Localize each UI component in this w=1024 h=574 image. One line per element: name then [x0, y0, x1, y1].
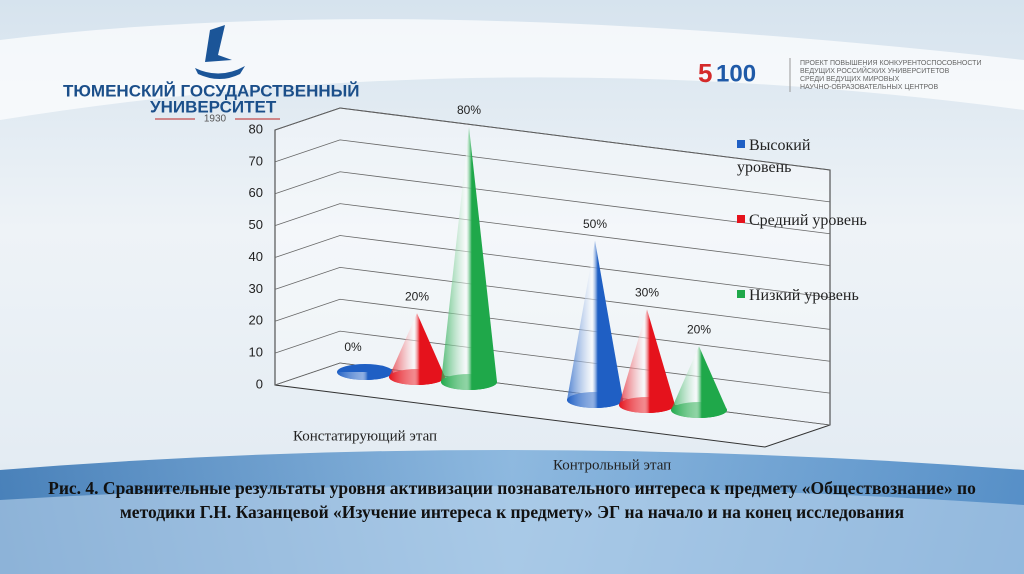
chart: 0 10 20 30 40 50 60 70 80 0% 20% 80% Констатирующий … [249, 103, 831, 473]
legend-label: Высокий уровень [737, 137, 811, 176]
logo-5: 5 [698, 58, 712, 88]
cone [671, 346, 727, 418]
logo-boat [195, 66, 245, 79]
cone [389, 313, 445, 385]
data-label: 20% [687, 322, 711, 336]
y-tick-label: 60 [249, 185, 263, 200]
year: 1930 [204, 114, 227, 125]
project-text: СРЕДИ ВЕДУЩИХ МИРОВЫХ [800, 76, 900, 83]
logo-5100: 5 100 ПРОЕКТ ПОВЫШЕНИЯ КОНКУРЕНТОСПОСОБН… [698, 58, 981, 92]
legend-item: Низкий уровень [737, 285, 867, 307]
logo-100: 100 [716, 60, 756, 87]
project-text: НАУЧНО-ОБРАЗОВАТЕЛЬНЫХ ЦЕНТРОВ [800, 84, 938, 91]
y-tick-label: 10 [249, 345, 263, 360]
legend-item: Средний уровень [737, 210, 867, 232]
caption: Рис. 4. Сравнительные результаты уровня … [48, 478, 976, 522]
cone [441, 127, 497, 390]
y-tick-label: 40 [249, 249, 263, 264]
y-tick-label: 80 [249, 121, 263, 136]
y-tick-label: 0 [256, 376, 263, 391]
x-tick-label: Контрольный этап [553, 457, 671, 473]
legend-swatch [737, 140, 745, 148]
project-text: ПРОЕКТ ПОВЫШЕНИЯ КОНКУРЕНТОСПОСОБНОСТИ [800, 60, 981, 67]
data-label: 20% [405, 289, 429, 303]
grid-line [274, 330, 831, 394]
data-label: 80% [457, 103, 481, 117]
grid-line [274, 266, 831, 330]
logo-sail [205, 25, 232, 62]
swoosh [0, 19, 1024, 120]
project-text: ВЕДУЩИХ РОССИЙСКИХ УНИВЕРСИТЕТОВ [800, 66, 950, 75]
grid-line [274, 107, 831, 171]
legend-label: Средний уровень [749, 212, 867, 229]
university-logo: ТЮМЕНСКИЙ ГОСУДАРСТВЕННЫЙ УНИВЕРСИТЕТ 19… [63, 25, 359, 125]
cone [619, 309, 675, 413]
university-name: УНИВЕРСИТЕТ [150, 97, 277, 116]
cone [337, 372, 393, 380]
cone [567, 240, 623, 408]
legend-item: Высокий уровень [737, 135, 867, 179]
y-tick-label: 20 [249, 313, 263, 328]
university-name: ТЮМЕНСКИЙ ГОСУДАРСТВЕННЫЙ [63, 81, 359, 100]
x-tick-label: Констатирующий этап [293, 428, 437, 444]
y-tick-label: 70 [249, 153, 263, 168]
legend-label: Низкий уровень [749, 287, 859, 304]
legend-swatch [737, 215, 745, 223]
legend-swatch [737, 290, 745, 298]
bottom-band [0, 486, 1024, 574]
data-label: 30% [635, 286, 659, 300]
grid-line [274, 298, 831, 362]
data-label: 0% [344, 340, 362, 354]
grid-line [274, 139, 831, 203]
grid-line [274, 203, 831, 267]
grid-line [274, 171, 831, 235]
y-tick-label: 50 [249, 217, 263, 232]
data-label: 50% [583, 217, 607, 231]
y-tick-label: 30 [249, 281, 263, 296]
grid-line [274, 235, 831, 298]
